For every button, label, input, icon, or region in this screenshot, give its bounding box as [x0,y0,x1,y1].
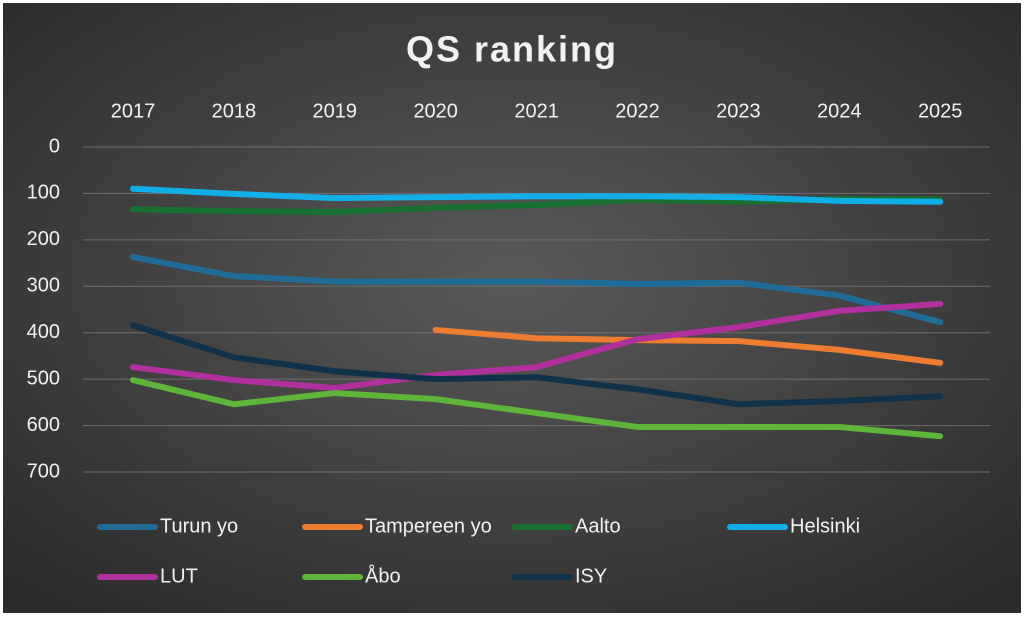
y-tick-label: 0 [49,135,60,157]
chart-title: QS ranking [406,29,618,70]
y-tick-label: 600 [27,414,60,436]
legend-label: Tampereen yo [365,515,492,537]
x-tick-label: 2019 [313,100,358,122]
x-tick-label: 2022 [615,100,660,122]
x-tick-label: 2018 [212,100,257,122]
y-tick-label: 300 [27,275,60,297]
x-tick-label: 2017 [111,100,156,122]
y-tick-label: 200 [27,228,60,250]
x-tick-label: 2021 [514,100,559,122]
series-line [130,300,944,391]
x-tick-label: 2025 [918,100,963,122]
series-line [130,377,944,440]
x-tick-label: 2023 [716,100,761,122]
y-tick-label: 700 [27,460,60,482]
y-tick-label: 400 [27,321,60,343]
series-line [432,326,944,366]
legend-label: Åbo [365,564,401,587]
x-tick-label: 2024 [817,100,862,122]
legend-label: Turun yo [160,515,238,537]
y-tick-label: 100 [27,182,60,204]
legend-label: ISY [575,565,607,587]
series-line [130,254,944,326]
series-line [130,322,944,408]
series-line [130,185,944,205]
y-tick-label: 500 [27,367,60,389]
x-tick-label: 2020 [413,100,458,122]
legend-label: Helsinki [790,515,860,537]
legend-label: Aalto [575,515,621,537]
legend-label: LUT [160,565,198,587]
